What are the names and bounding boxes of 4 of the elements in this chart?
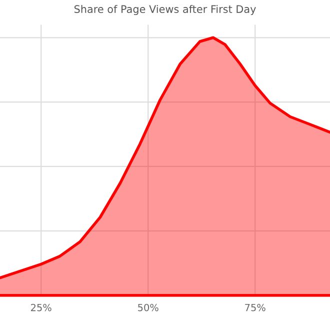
chart-title: Share of Page Views after First Day [74,4,256,16]
x-tick-label: 25% [30,304,52,312]
x-tick-label: 50% [138,304,158,312]
x-tick-label: 75% [245,304,266,312]
